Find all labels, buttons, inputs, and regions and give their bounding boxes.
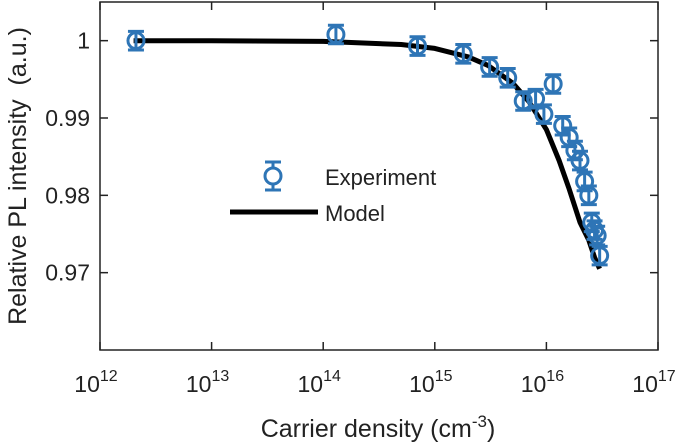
x-tick-label-base: 10	[74, 371, 100, 397]
x-tick-label: 1017	[632, 368, 675, 397]
experiment-point	[534, 103, 554, 125]
plot-frame	[99, 1, 659, 351]
x-tick-label-exponent: 16	[546, 368, 564, 385]
x-tick-label-base: 10	[409, 371, 435, 397]
x-tick-label: 1016	[521, 368, 564, 397]
y-axis-label: Relative PL intensity (a.u.)	[4, 27, 32, 325]
x-tick-label: 1013	[186, 368, 229, 397]
experiment-marker	[453, 44, 473, 64]
experiment-point	[453, 43, 473, 65]
legend-model-label: Model	[325, 201, 385, 226]
experiment-marker	[326, 24, 346, 44]
y-tick-label: 0.99	[45, 105, 90, 131]
experiment-markers	[126, 23, 610, 267]
y-axis-ticks: 1 0.99 0.98 0.97	[45, 28, 658, 286]
x-tick-label-base: 10	[521, 371, 547, 397]
experiment-point	[513, 90, 533, 112]
x-tick-label: 1014	[298, 368, 341, 397]
x-axis-label-exponent: -3	[472, 412, 487, 431]
legend: Experiment Model	[230, 160, 436, 226]
experiment-marker	[498, 68, 518, 88]
x-tick-label-base: 10	[298, 371, 324, 397]
x-tick-label-exponent: 15	[435, 368, 453, 385]
experiment-point	[590, 244, 610, 267]
experiment-point	[498, 67, 518, 89]
x-tick-label: 1012	[74, 368, 117, 397]
x-tick-label-exponent: 14	[323, 368, 341, 385]
legend-experiment-icon	[263, 160, 283, 192]
experiment-marker	[526, 89, 546, 109]
experiment-point	[570, 149, 590, 172]
y-tick-label: 0.98	[45, 182, 90, 208]
experiment-marker	[480, 57, 500, 77]
x-tick-label: 1015	[409, 368, 452, 397]
x-axis-label: Carrier density (cm-3)	[261, 412, 496, 443]
x-axis-label-close: )	[487, 415, 495, 443]
x-tick-label-exponent: 13	[211, 368, 229, 385]
experiment-marker	[543, 74, 563, 94]
experiment-point	[579, 184, 599, 207]
legend-experiment-label: Experiment	[325, 165, 436, 190]
experiment-marker	[587, 226, 607, 246]
experiment-marker	[579, 185, 599, 205]
experiment-marker	[126, 31, 146, 51]
experiment-marker	[513, 91, 533, 111]
y-tick-label: 1	[77, 28, 90, 54]
x-axis-ticks: 1012 1013 1014 1015 1016 1017	[74, 2, 676, 397]
experiment-marker	[590, 246, 610, 266]
experiment-marker	[408, 36, 428, 56]
x-tick-label-base: 10	[186, 371, 212, 397]
x-tick-label-exponent: 12	[100, 368, 118, 385]
experiment-point	[587, 224, 607, 247]
x-axis-label-main: Carrier density (cm	[261, 415, 472, 443]
experiment-marker	[534, 104, 554, 124]
experiment-marker	[570, 151, 590, 171]
y-tick-label: 0.97	[45, 260, 90, 286]
x-tick-label-exponent: 17	[658, 368, 676, 385]
experiment-point	[480, 56, 500, 78]
plot-area	[99, 1, 659, 351]
experiment-point	[326, 23, 346, 46]
x-tick-label-base: 10	[632, 371, 658, 397]
experiment-point	[126, 29, 146, 52]
experiment-point	[408, 35, 428, 57]
experiment-point	[543, 73, 563, 95]
